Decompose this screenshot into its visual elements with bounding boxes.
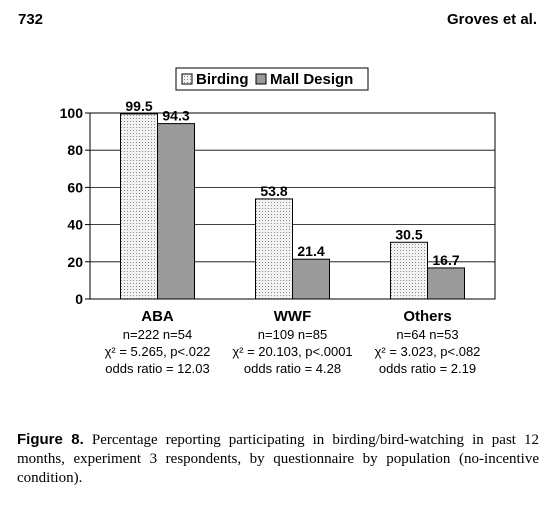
legend-swatch [181,73,193,85]
chi-square-note: χ² = 20.103, p<.0001 [232,344,352,359]
odds-ratio-note: odds ratio = 2.19 [379,361,476,376]
category-label: ABA [141,308,174,325]
legend-label: Mall Design [270,71,353,88]
odds-ratio-note: odds ratio = 4.28 [244,361,341,376]
bar-mall-design-wwf [292,258,330,300]
running-head: Groves et al. [446,11,537,28]
legend-label: Birding [196,71,249,88]
category-label: WWF [274,308,311,325]
page-number: 732 [18,11,44,28]
sample-size-note: n=109 n=85 [258,327,327,342]
data-label: 30.5 [395,226,422,242]
sample-size-note: n=64 n=53 [396,327,458,342]
y-tick-label: 60 [67,179,83,195]
data-label: 99.5 [125,98,152,114]
y-tick-label: 20 [67,254,83,270]
chi-square-note: χ² = 3.023, p<.082 [375,344,481,359]
bar-mall-design-others [427,267,465,300]
category-label: Others [403,308,451,325]
data-label: 21.4 [297,243,324,259]
y-tick-label: 100 [60,105,84,121]
bar-chart: Birding Mall Design 0 20 40 60 80 100 99.5 94.3… [60,67,496,376]
y-tick-label: 0 [75,291,83,307]
chi-square-note: χ² = 5.265, p<.022 [105,344,211,359]
bar-mall-design-aba [157,123,195,300]
figure-caption-label: Figure 8. [17,431,84,448]
odds-ratio-note: odds ratio = 12.03 [105,361,209,376]
bar-birding-wwf [255,198,293,300]
data-label: 16.7 [432,252,459,268]
legend-box [175,67,369,91]
y-tick-label: 80 [67,142,83,158]
bar-birding-aba [120,113,158,300]
bar-birding-others [390,241,428,300]
legend-swatch [255,73,267,85]
data-label: 53.8 [260,183,287,199]
sample-size-note: n=222 n=54 [123,327,192,342]
figure-caption: Figure 8. Percentage reporting participa… [17,430,539,488]
data-label: 94.3 [162,108,189,124]
figure-caption-text: Percentage reporting participating in bi… [17,432,540,486]
y-tick-label: 40 [67,217,83,233]
